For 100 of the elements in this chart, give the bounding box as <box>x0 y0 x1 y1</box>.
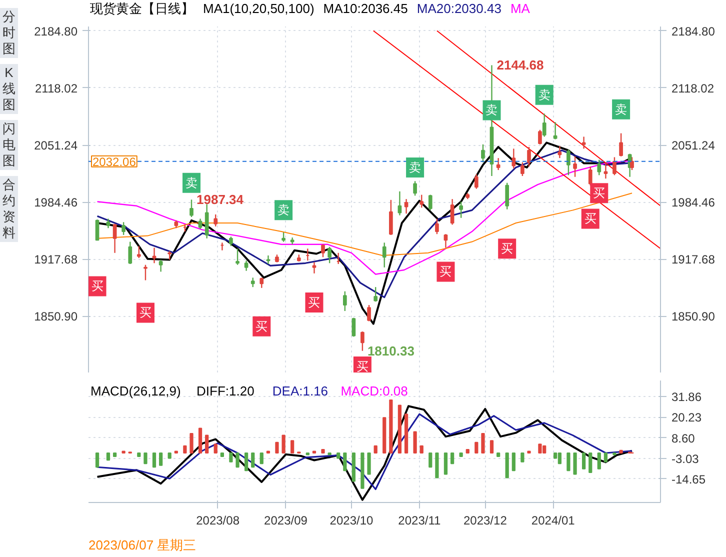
bar <box>459 452 463 458</box>
text: 合约资料 <box>0 176 18 242</box>
candlestick <box>312 262 316 274</box>
bar <box>112 452 117 458</box>
bar <box>214 444 218 454</box>
text: DEA:1.16 <box>272 384 328 398</box>
candlestick <box>413 180 417 196</box>
annotation: 买 <box>440 264 452 279</box>
candlestick <box>367 304 371 322</box>
text: 闪电图 <box>0 120 18 170</box>
bar <box>520 452 524 462</box>
candlestick <box>542 113 546 138</box>
annotation: 2144.68 <box>496 58 544 73</box>
y-tick-label: 31.86 <box>672 390 702 404</box>
candlestick <box>321 244 325 258</box>
x-tick-label: 2023/11 <box>398 514 441 528</box>
candlestick <box>588 166 592 186</box>
bar <box>275 442 279 454</box>
candlestick <box>496 157 500 171</box>
bar <box>389 399 393 454</box>
candlestick <box>106 218 110 229</box>
candlestick <box>459 201 463 218</box>
bar <box>538 444 542 454</box>
bar <box>496 452 500 458</box>
bar <box>152 452 156 468</box>
candlestick <box>630 156 634 171</box>
bar <box>95 452 100 468</box>
candlestick <box>604 162 608 180</box>
candlestick <box>190 199 194 218</box>
bar <box>404 414 408 454</box>
bar <box>367 452 371 475</box>
ref-line-label: 2032.06 <box>92 154 136 169</box>
bar <box>183 445 187 454</box>
annotation: 买 <box>308 295 320 310</box>
bar <box>236 452 240 468</box>
bar <box>251 452 255 468</box>
candlestick <box>428 194 432 211</box>
chart-title: 现货黄金【日线】 <box>90 1 194 16</box>
candlestick <box>558 146 562 159</box>
candlestick <box>527 146 531 168</box>
bar <box>360 452 364 489</box>
bar <box>505 452 509 478</box>
candlestick <box>244 260 248 272</box>
bar <box>398 404 402 454</box>
bar <box>481 433 485 454</box>
annotation: 卖 <box>538 88 550 102</box>
candlestick <box>374 286 378 302</box>
y-tick-label: 20.23 <box>672 410 702 425</box>
bar <box>168 452 172 459</box>
candlestick <box>420 194 424 208</box>
annotation: 买 <box>501 242 514 256</box>
bar <box>106 452 110 461</box>
bar <box>512 452 516 472</box>
bar <box>336 452 340 459</box>
candlestick <box>112 223 117 254</box>
candlestick <box>95 218 100 241</box>
candlestick <box>553 122 558 140</box>
candlestick <box>382 242 386 268</box>
candlestick <box>144 264 148 281</box>
y-tick-label: 2184.80 <box>34 24 78 38</box>
annotation: 1987.34 <box>196 192 244 208</box>
bar <box>382 417 386 454</box>
candlestick <box>260 277 264 289</box>
annotation: 买 <box>256 319 268 334</box>
bar <box>573 452 577 475</box>
chart-subtitle: MA1(10,20,50,100) <box>203 1 314 16</box>
annotation: 买 <box>91 279 104 294</box>
candlestick <box>122 222 126 236</box>
bar <box>450 452 454 464</box>
annotation: 卖 <box>615 102 628 116</box>
candlestick <box>229 236 233 247</box>
bar <box>229 452 233 462</box>
candlestick <box>573 156 577 178</box>
bar <box>597 452 601 470</box>
text: K线图 <box>0 64 18 114</box>
bar <box>558 452 562 464</box>
bar <box>490 440 494 454</box>
text: 2023/06/07 星期三 <box>88 538 196 552</box>
bar <box>435 452 439 478</box>
x-tick-label: 2023/12 <box>463 514 508 528</box>
bar <box>159 452 163 466</box>
candlestick <box>389 199 393 236</box>
candlestick <box>444 234 448 248</box>
bar <box>604 452 608 462</box>
bar <box>444 452 448 475</box>
bar <box>343 452 347 472</box>
bar <box>566 452 570 472</box>
candlestick <box>198 218 202 230</box>
text: DIFF:1.20 <box>196 384 254 398</box>
bar <box>474 442 478 454</box>
bar <box>190 433 194 454</box>
candlestick <box>152 247 156 264</box>
candlestick <box>597 159 602 176</box>
bar <box>582 452 586 470</box>
bar <box>466 448 470 454</box>
annotation: 卖 <box>186 176 198 190</box>
candlestick <box>512 148 516 169</box>
candlestick <box>250 277 255 288</box>
bar <box>290 440 294 454</box>
candlestick <box>582 136 586 150</box>
